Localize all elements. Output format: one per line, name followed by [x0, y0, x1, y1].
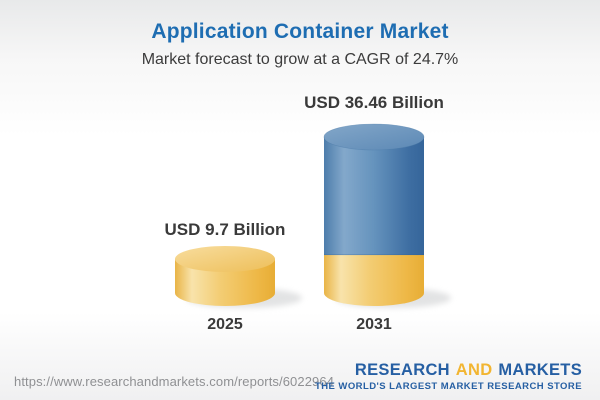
page-title: Application Container Market [151, 20, 449, 43]
axis-label-2025: 2025 [207, 316, 243, 333]
logo-word-markets: MARKETS [498, 361, 582, 379]
logo-word-and: AND [455, 361, 493, 379]
bar-2031-cylinder [323, 123, 425, 306]
page-subtitle: Market forecast to grow at a CAGR of 24.… [141, 51, 459, 68]
research-and-markets-logo: RESEARCH AND MARKETS THE WORLD'S LARGEST… [315, 362, 582, 391]
value-label-2025: USD 9.7 Billion [164, 220, 286, 239]
logo-wordmark: RESEARCH AND MARKETS [315, 362, 582, 379]
logo-word-research: RESEARCH [354, 361, 450, 379]
logo-tagline: THE WORLD'S LARGEST MARKET RESEARCH STOR… [314, 380, 582, 392]
value-label-2031: USD 36.46 Billion [304, 93, 444, 112]
bar-2025-cylinder [175, 246, 275, 306]
axis-label-2031: 2031 [356, 316, 392, 333]
report-url: https://www.researchandmarkets.com/repor… [14, 374, 335, 389]
